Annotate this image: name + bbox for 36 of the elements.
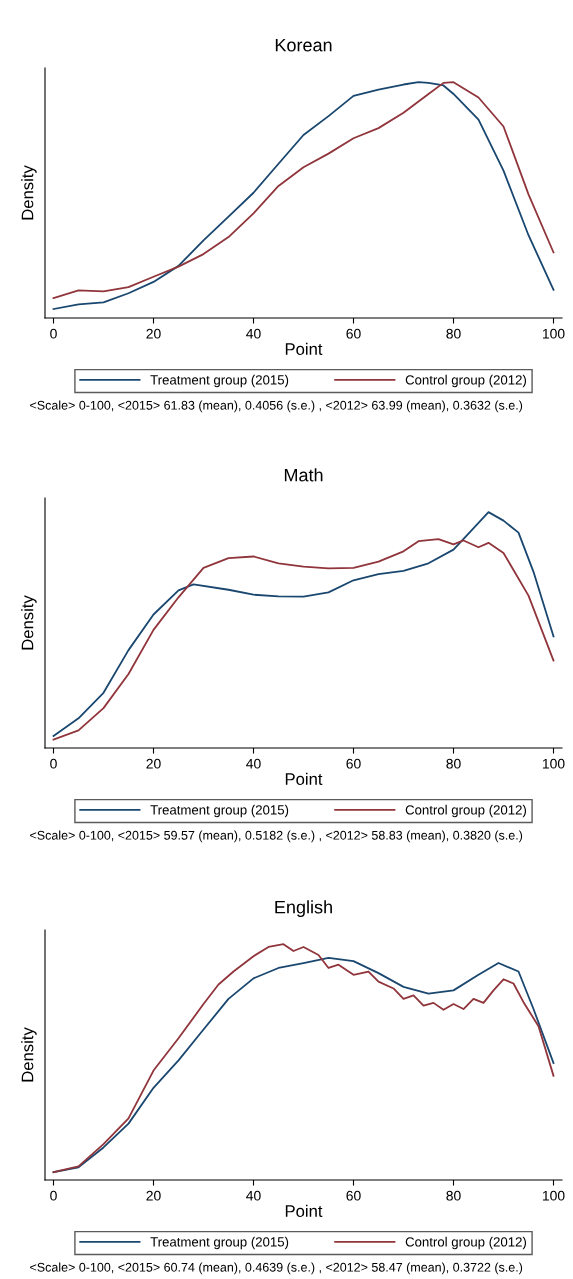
chart-title: Math — [284, 468, 323, 482]
legend-label: Treatment group (2015) — [150, 1236, 289, 1250]
x-tick-label: 100 — [542, 328, 565, 339]
x-tick-label: 0 — [50, 328, 57, 339]
chart-title: English — [275, 900, 332, 918]
x-tick-label: 60 — [346, 1190, 361, 1201]
x-tick-label: 80 — [446, 328, 461, 339]
x-tick-label: 60 — [346, 328, 361, 339]
x-tick-label: 80 — [446, 1190, 461, 1201]
x-tick-label: 100 — [542, 758, 565, 769]
x-tick-label: 80 — [446, 758, 461, 769]
text: <Scale> 0-100, <2015> 61.83 (mean), 0.4056 (s.e.) , <2012> 63.99 (mean), 0.3632 (s.e.) — [30, 400, 523, 413]
x-axis-title: Point — [285, 772, 323, 785]
legend-label: Control group (2012) — [405, 804, 526, 818]
text: <Scale> 0-100, <2015> 60.74 (mean), 0.4639 (s.e.) , <2012> 58.47 (mean), 0.3722 (s.e.) — [30, 1262, 523, 1275]
text: <Scale> 0-100, <2015> 59.57 (mean), 0.5182 (s.e.) , <2012> 58.83 (mean), 0.3820 (s.e.) — [30, 830, 523, 843]
chart-title: Korean — [275, 38, 332, 52]
legend-label: Treatment group (2015) — [150, 374, 289, 388]
x-tick-label: 20 — [146, 1190, 161, 1201]
x-tick-label: 40 — [246, 328, 261, 339]
y-axis-title: Density — [21, 595, 37, 650]
x-tick-label: 20 — [146, 758, 161, 769]
x-tick-label: 40 — [246, 1190, 261, 1201]
x-tick-label: 0 — [50, 758, 57, 769]
legend-label: Treatment group (2015) — [150, 804, 289, 818]
y-axis-title: Density — [21, 1027, 37, 1082]
x-tick-label: 40 — [246, 758, 261, 769]
x-tick-label: 100 — [542, 1190, 565, 1201]
y-axis-title: Density — [21, 165, 37, 220]
legend-label: Control group (2012) — [405, 374, 526, 388]
legend-label: Control group (2012) — [405, 1236, 526, 1250]
x-tick-label: 20 — [146, 328, 161, 339]
x-tick-label: 60 — [346, 758, 361, 769]
x-axis-title: Point — [285, 1204, 323, 1217]
x-tick-label: 0 — [50, 1190, 57, 1201]
x-axis-title: Point — [285, 342, 323, 355]
